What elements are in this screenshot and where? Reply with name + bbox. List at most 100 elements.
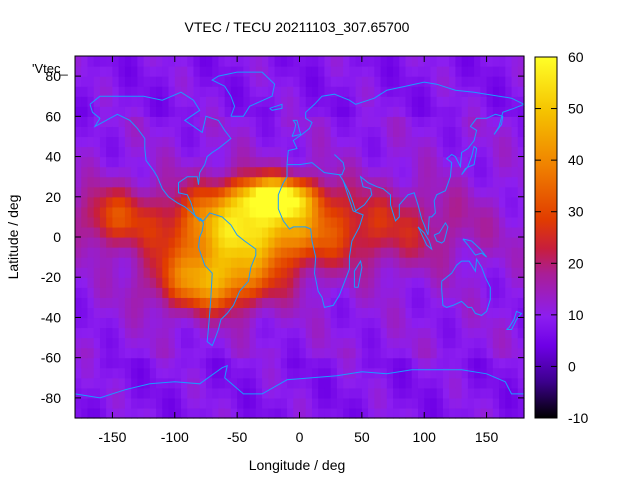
- heat-cell: [193, 96, 201, 107]
- heat-cell: [93, 206, 101, 218]
- heat-cell: [143, 96, 151, 107]
- heat-cell: [311, 206, 319, 218]
- heat-cell: [205, 56, 213, 67]
- heat-cell: [224, 357, 232, 369]
- heat-cell: [455, 86, 463, 97]
- heat-cell: [299, 347, 307, 359]
- heat-cell: [505, 66, 513, 77]
- heat-cell: [480, 206, 488, 218]
- heat-cell: [93, 277, 101, 288]
- heat-cell: [486, 226, 494, 238]
- heat-cell: [517, 327, 525, 339]
- heat-cell: [399, 407, 407, 419]
- heat-cell: [318, 337, 326, 349]
- heat-cell: [174, 387, 182, 399]
- heat-cell: [449, 337, 457, 349]
- heat-cell: [243, 56, 251, 67]
- heat-cell: [224, 407, 232, 419]
- heat-cell: [205, 196, 213, 208]
- heat-cell: [181, 226, 188, 238]
- heat-cell: [411, 347, 419, 359]
- heat-cell: [299, 86, 307, 97]
- heat-cell: [505, 267, 513, 278]
- heat-cell: [193, 66, 201, 77]
- heat-cell: [417, 166, 425, 178]
- heat-cell: [330, 307, 338, 319]
- heat-cell: [75, 146, 82, 158]
- heat-cell: [486, 126, 494, 138]
- heat-cell: [149, 337, 157, 349]
- heat-cell: [149, 56, 157, 67]
- heat-cell: [118, 126, 126, 138]
- heat-cell: [293, 377, 301, 389]
- heat-cell: [411, 76, 419, 87]
- heat-cell: [262, 226, 269, 238]
- heat-cell: [174, 267, 182, 278]
- heat-cell: [330, 166, 338, 178]
- heat-cell: [417, 397, 425, 409]
- heat-cell: [112, 56, 120, 67]
- heat-cell: [399, 186, 407, 198]
- heat-cell: [199, 106, 207, 117]
- heat-cell: [480, 347, 488, 359]
- heat-cell: [168, 146, 176, 158]
- heat-cell: [474, 186, 481, 198]
- heat-cell: [293, 387, 301, 399]
- heat-cell: [305, 66, 313, 77]
- heat-cell: [405, 176, 413, 188]
- heat-cell: [212, 186, 220, 198]
- heat-cell: [137, 96, 145, 107]
- heat-cell: [143, 357, 151, 369]
- heat-cell: [361, 166, 369, 178]
- heat-cell: [249, 337, 257, 349]
- heat-cell: [237, 156, 244, 168]
- heat-cell: [230, 196, 238, 208]
- heat-cell: [411, 397, 419, 409]
- heat-cell: [311, 387, 319, 399]
- heat-cell: [124, 66, 132, 77]
- heat-cell: [224, 166, 232, 178]
- heat-cell: [374, 126, 382, 138]
- heat-cell: [174, 166, 182, 178]
- heat-cell: [386, 206, 394, 218]
- heat-cell: [156, 397, 163, 409]
- heat-cell: [349, 216, 357, 228]
- heat-cell: [430, 257, 438, 268]
- heat-cell: [237, 206, 244, 218]
- heat-cell: [436, 337, 444, 349]
- heat-cell: [249, 377, 257, 389]
- heat-cell: [436, 297, 444, 308]
- heat-cell: [505, 76, 513, 87]
- heat-cell: [187, 86, 195, 97]
- heat-cell: [399, 136, 407, 148]
- heat-cell: [181, 337, 188, 349]
- coastline: [462, 238, 487, 258]
- heat-cell: [299, 156, 307, 168]
- heat-cell: [517, 176, 525, 188]
- heat-cell: [255, 407, 263, 419]
- heat-cell: [268, 176, 276, 188]
- heat-cell: [311, 216, 319, 228]
- heat-cell: [349, 86, 357, 97]
- heat-cell: [299, 216, 307, 228]
- heat-cell: [106, 196, 114, 208]
- heat-cell: [230, 337, 238, 349]
- heat-cell: [374, 317, 382, 329]
- heat-cell: [449, 206, 457, 218]
- heat-cell: [467, 216, 475, 228]
- heat-cell: [137, 166, 145, 178]
- heat-cell: [318, 176, 326, 188]
- heat-cell: [274, 176, 282, 188]
- x-tick-label: -100: [161, 429, 189, 445]
- heat-cell: [474, 176, 481, 188]
- heat-cell: [361, 86, 369, 97]
- heat-cell: [287, 347, 294, 359]
- heat-cell: [75, 176, 82, 188]
- heat-cell: [455, 317, 463, 329]
- heat-cell: [156, 96, 163, 107]
- heat-cell: [181, 116, 188, 127]
- heat-cell: [87, 387, 95, 399]
- heat-cell: [181, 357, 188, 369]
- heat-cell: [474, 247, 481, 258]
- heat-cell: [106, 146, 114, 158]
